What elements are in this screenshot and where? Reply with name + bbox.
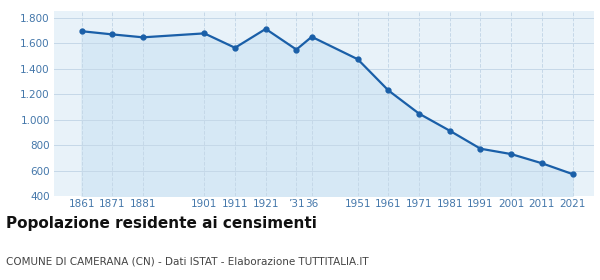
- Text: COMUNE DI CAMERANA (CN) - Dati ISTAT - Elaborazione TUTTITALIA.IT: COMUNE DI CAMERANA (CN) - Dati ISTAT - E…: [6, 256, 368, 267]
- Text: Popolazione residente ai censimenti: Popolazione residente ai censimenti: [6, 216, 317, 231]
